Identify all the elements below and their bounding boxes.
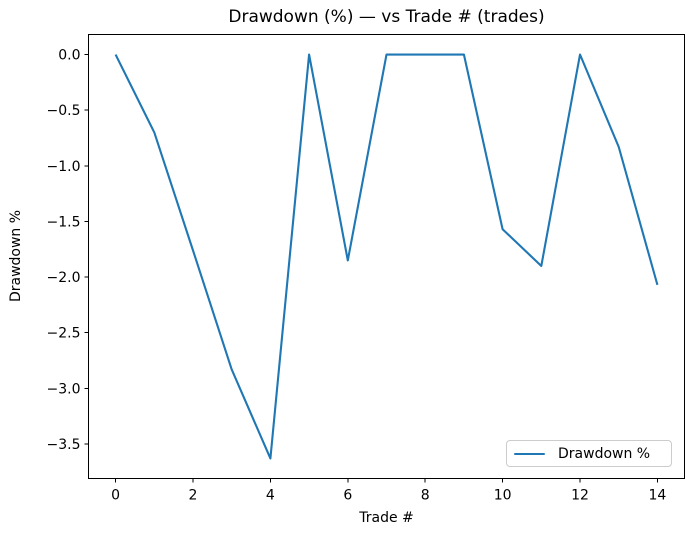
x-tick-label: 2 (189, 488, 198, 504)
x-axis-label: Trade # (359, 510, 414, 526)
x-tick-label: 12 (571, 488, 589, 504)
legend-line-sample (514, 452, 545, 455)
legend: Drawdown % (506, 440, 672, 467)
y-tick-label: −2.0 (47, 270, 81, 286)
x-tick-label: 14 (648, 488, 666, 504)
y-axis-label: Drawdown % (8, 209, 24, 303)
axes-spines (88, 34, 685, 479)
y-tick-label: 0.0 (58, 48, 80, 64)
x-tick-label: 8 (421, 488, 430, 504)
y-tick-label: −2.5 (47, 326, 81, 342)
y-tick-label: −3.0 (47, 381, 81, 397)
legend-label: Drawdown % (558, 445, 651, 462)
x-tick-label: 4 (266, 488, 275, 504)
x-tick-label: 6 (343, 488, 352, 504)
x-tick-label: 0 (111, 488, 120, 504)
x-tick-label: 10 (494, 488, 512, 504)
y-tick-label: −3.5 (47, 437, 81, 453)
y-tick-label: −1.5 (47, 214, 81, 230)
y-tick-label: −0.5 (47, 103, 81, 119)
drawdown-line (114, 53, 659, 460)
y-tick-label: −1.0 (47, 159, 81, 175)
chart-title: Drawdown (%) — vs Trade # (trades) (228, 7, 545, 27)
